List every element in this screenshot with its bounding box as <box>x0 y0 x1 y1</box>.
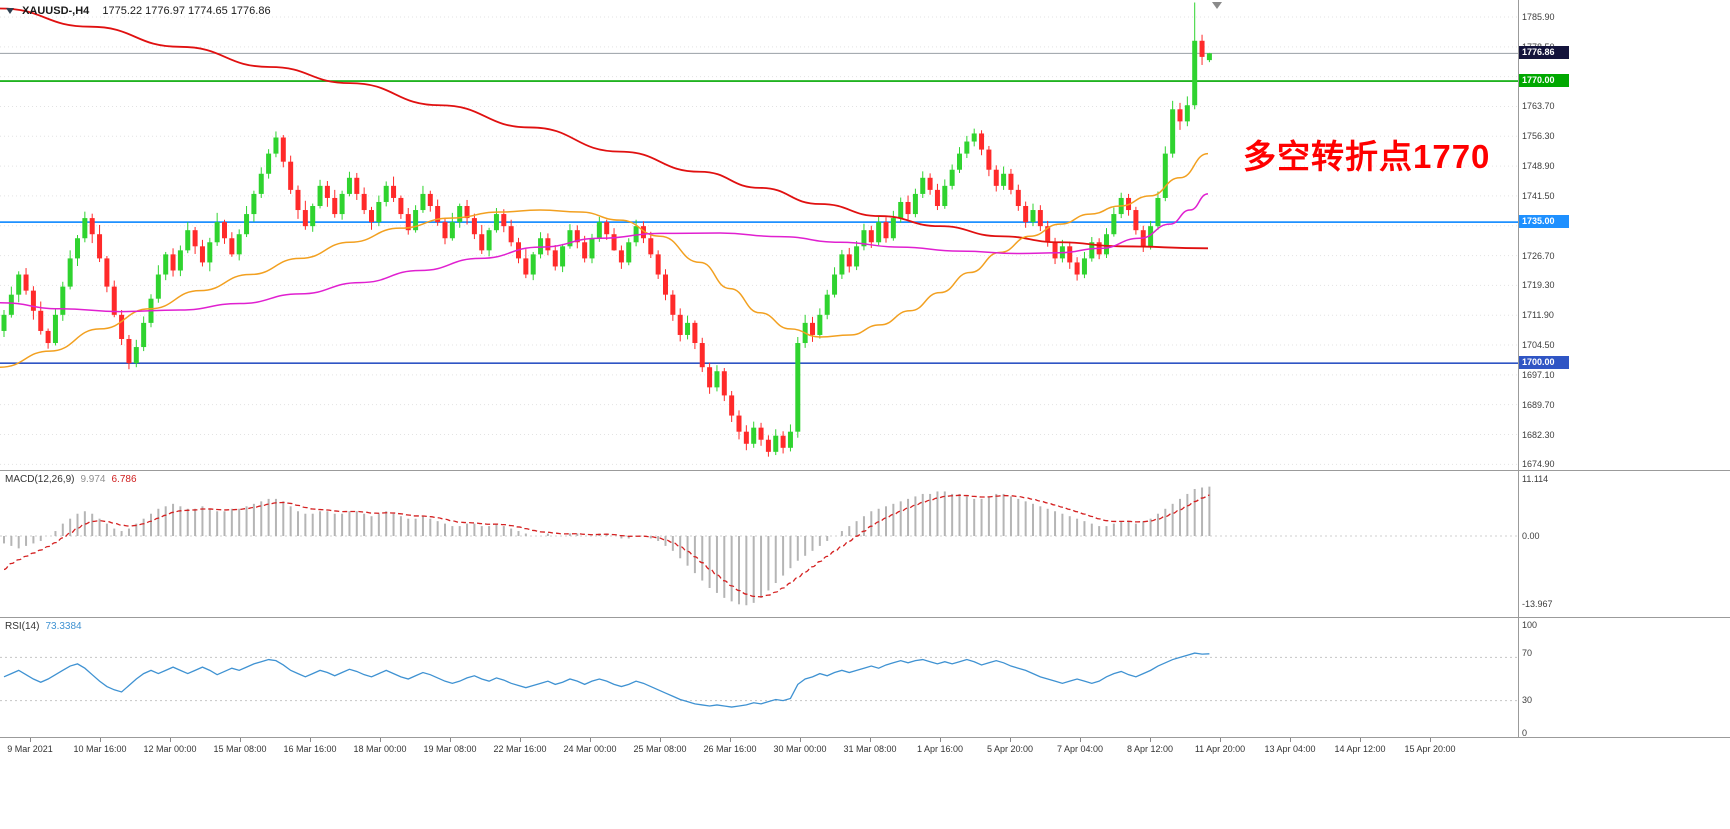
chart-shift-marker-icon[interactable] <box>1212 2 1222 9</box>
time-tick-mark <box>1080 738 1081 742</box>
time-tick-label: 18 Mar 00:00 <box>353 744 407 754</box>
time-tick-mark <box>380 738 381 742</box>
time-tick-mark <box>100 738 101 742</box>
time-tick-label: 1 Apr 16:00 <box>916 744 964 754</box>
chart-title: XAUUSD-,H4 1775.22 1776.97 1774.65 1776.… <box>6 5 271 17</box>
current-price-box: 1776.86 <box>1519 46 1569 60</box>
macd-signal-value: 6.786 <box>111 474 137 485</box>
price-tick-label: 1719.30 <box>1522 280 1555 291</box>
level-price-box-1700: 1700.00 <box>1519 356 1569 370</box>
time-tick-label: 26 Mar 16:00 <box>703 744 757 754</box>
time-tick-label: 19 Mar 08:00 <box>423 744 477 754</box>
rsi-label: RSI(14) 73.3384 <box>5 621 82 632</box>
time-tick-mark <box>1430 738 1431 742</box>
time-tick-mark <box>870 738 871 742</box>
time-tick-mark <box>240 738 241 742</box>
symbol-timeframe-label: XAUUSD-,H4 <box>22 5 90 17</box>
price-tick-label: 1711.90 <box>1522 310 1554 321</box>
ma-long-magenta <box>0 193 1209 313</box>
level-price-box-1735: 1735.00 <box>1519 215 1569 229</box>
time-tick-mark <box>800 738 801 742</box>
time-tick-mark <box>310 738 311 742</box>
time-tick-mark <box>730 738 731 742</box>
symbol-dropdown-icon[interactable] <box>6 8 14 14</box>
time-axis[interactable]: 9 Mar 2021 10 Mar 16:00 12 Mar 00:00 15 Mar… <box>0 738 1730 768</box>
time-tick-mark <box>1150 738 1151 742</box>
time-tick-label: 10 Mar 16:00 <box>73 744 127 754</box>
time-tick-label: 12 Mar 00:00 <box>143 744 197 754</box>
time-tick-mark <box>660 738 661 742</box>
rsi-indicator-chart[interactable] <box>0 618 1518 737</box>
price-axis-border <box>1518 0 1519 737</box>
price-tick-label: 1726.70 <box>1522 250 1555 261</box>
time-tick-label: 22 Mar 16:00 <box>493 744 547 754</box>
rsi-value: 73.3384 <box>45 621 82 632</box>
panel-separator[interactable] <box>0 470 1730 471</box>
price-tick-label: 1748.90 <box>1522 161 1555 172</box>
time-tick-mark <box>30 738 31 742</box>
price-tick-label: 1741.50 <box>1522 190 1555 201</box>
price-tick-label: 1763.70 <box>1522 101 1555 112</box>
macd-axis-label: -13.967 <box>1522 599 1553 609</box>
time-tick-label: 16 Mar 16:00 <box>283 744 337 754</box>
price-tick-label: 1704.50 <box>1522 340 1555 351</box>
time-tick-label: 11 Apr 20:00 <box>1194 744 1246 754</box>
time-tick-label: 9 Mar 2021 <box>7 744 53 754</box>
panel-separator[interactable] <box>0 617 1730 618</box>
annotation-text: 多空转折点1770 <box>1243 138 1491 175</box>
time-tick-mark <box>170 738 171 742</box>
level-price-box-1770: 1770.00 <box>1519 74 1569 88</box>
ma-medium-orange <box>0 152 1209 368</box>
rsi-axis-label: 30 <box>1522 695 1533 705</box>
time-tick-mark <box>1010 738 1011 742</box>
time-tick-label: 25 Mar 08:00 <box>633 744 687 754</box>
rsi-axis-label: 0 <box>1522 728 1528 738</box>
time-tick-mark <box>1360 738 1361 742</box>
price-tick-label: 1697.10 <box>1522 369 1555 380</box>
price-tick-label: 1682.30 <box>1522 429 1555 440</box>
time-tick-label: 15 Mar 08:00 <box>213 744 267 754</box>
time-tick-label: 24 Mar 00:00 <box>563 744 617 754</box>
macd-axis-label: 0.00 <box>1522 531 1540 541</box>
macd-indicator-chart[interactable] <box>0 471 1518 617</box>
time-tick-label: 30 Mar 00:00 <box>773 744 827 754</box>
time-tick-mark <box>1220 738 1221 742</box>
price-tick-label: 1674.90 <box>1522 459 1555 470</box>
time-tick-mark <box>1290 738 1291 742</box>
time-tick-label: 14 Apr 12:00 <box>1334 744 1386 754</box>
time-tick-label: 31 Mar 08:00 <box>843 744 897 754</box>
time-tick-label: 5 Apr 20:00 <box>986 744 1034 754</box>
time-tick-label: 13 Apr 04:00 <box>1264 744 1316 754</box>
time-tick-mark <box>590 738 591 742</box>
price-tick-label: 1785.90 <box>1522 12 1555 22</box>
time-tick-mark <box>520 738 521 742</box>
ohlc-values: 1775.22 1776.97 1774.65 1776.86 <box>102 5 271 17</box>
price-tick-label: 1689.70 <box>1522 399 1555 410</box>
macd-axis-label: 11.114 <box>1522 474 1549 484</box>
time-tick-mark <box>450 738 451 742</box>
time-tick-label: 8 Apr 12:00 <box>1126 744 1174 754</box>
rsi-axis-label: 100 <box>1522 620 1538 630</box>
price-tick-label: 1756.30 <box>1522 131 1555 142</box>
time-tick-label: 15 Apr 20:00 <box>1404 744 1456 754</box>
rsi-axis-label: 70 <box>1522 648 1533 658</box>
ma-slow-red <box>0 7 1209 250</box>
candlestick-chart[interactable] <box>0 0 1518 470</box>
time-axis-separator <box>0 737 1730 738</box>
time-tick-mark <box>940 738 941 742</box>
macd-label: MACD(12,26,9) 9.974 6.786 <box>5 474 137 485</box>
rsi-name: RSI(14) <box>5 621 40 632</box>
time-tick-label: 7 Apr 04:00 <box>1056 744 1104 754</box>
macd-name: MACD(12,26,9) <box>5 474 75 485</box>
macd-main-value: 9.974 <box>80 474 106 485</box>
